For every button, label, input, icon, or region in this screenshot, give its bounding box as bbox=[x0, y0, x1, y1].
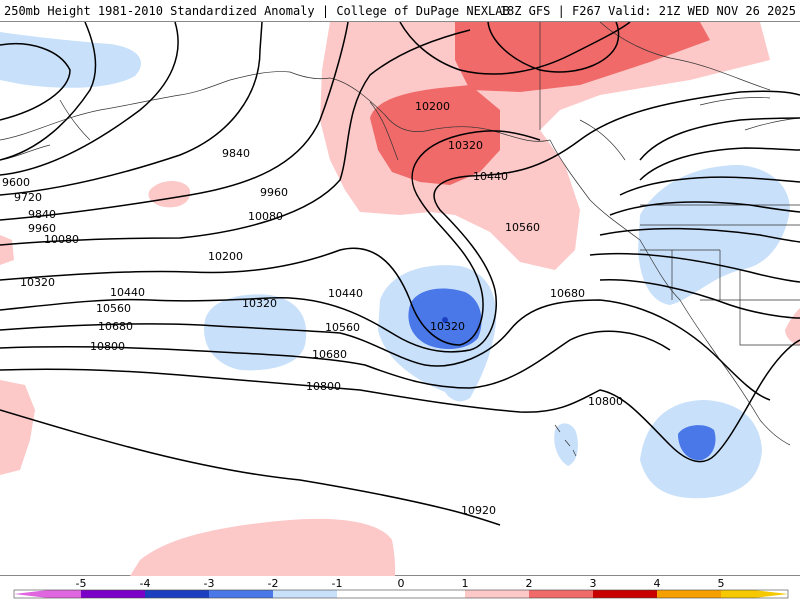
negative-anomaly-southeast-core bbox=[678, 425, 716, 461]
anomaly-map: 9600 9720 9840 9840 9960 9960 10080 1008… bbox=[0, 21, 800, 576]
anomaly-shading bbox=[0, 22, 800, 576]
contour-label: 10920 bbox=[461, 504, 496, 517]
contour-label: 9840 bbox=[222, 147, 250, 160]
colorbar-bin-pos3 bbox=[593, 590, 657, 598]
positive-anomaly-southwest bbox=[0, 380, 35, 475]
positive-anomaly-south bbox=[130, 518, 396, 576]
contour-label: 10440 bbox=[328, 287, 363, 300]
contour-label: 10440 bbox=[110, 286, 145, 299]
model-run-info: 18Z GFS | F267 Valid: 21Z WED NOV 26 202… bbox=[499, 4, 796, 18]
contour-label: 9960 bbox=[260, 186, 288, 199]
colorbar-tick: 5 bbox=[718, 577, 725, 590]
colorbar-tick: 3 bbox=[590, 577, 597, 590]
colorbar-bin-pos4 bbox=[657, 590, 721, 598]
colorbar-bin-pos2 bbox=[529, 590, 593, 598]
positive-anomaly-east-edge bbox=[785, 308, 800, 345]
colorbar-bin-pos1 bbox=[465, 590, 529, 598]
contour-label: 10440 bbox=[473, 170, 508, 183]
contour-label: 10680 bbox=[312, 348, 347, 361]
colorbar-bin-zero bbox=[337, 590, 465, 598]
contour-label: 10320 bbox=[448, 139, 483, 152]
negative-anomaly-pacific-northwest bbox=[638, 165, 790, 305]
coastlines bbox=[0, 21, 800, 457]
colorbar-tick: -1 bbox=[332, 577, 343, 590]
contour-label: 10200 bbox=[415, 100, 450, 113]
contour-labels: 9600 9720 9840 9840 9960 9960 10080 1008… bbox=[2, 100, 623, 517]
contour-label: 10800 bbox=[588, 395, 623, 408]
positive-anomaly-gulf-alaska bbox=[370, 85, 500, 185]
colorbar-bins bbox=[13, 589, 789, 599]
map-header: 250mb Height 1981-2010 Standardized Anom… bbox=[0, 0, 800, 22]
positive-anomaly-small-west bbox=[148, 181, 191, 208]
negative-anomaly-northwest bbox=[0, 32, 142, 88]
contour-label: 10320 bbox=[430, 320, 465, 333]
contour-label: 10680 bbox=[98, 320, 133, 333]
contour-label: 9600 bbox=[2, 176, 30, 189]
contour-label: 9720 bbox=[14, 191, 42, 204]
colorbar-outline bbox=[13, 589, 789, 599]
colorbar-tick: -5 bbox=[76, 577, 87, 590]
colorbar-bin-neg1 bbox=[273, 590, 337, 598]
colorbar-tick: 1 bbox=[462, 577, 469, 590]
height-contours bbox=[0, 21, 800, 526]
colorbar-tick: 4 bbox=[654, 577, 661, 590]
contour-label: 10320 bbox=[20, 276, 55, 289]
contour-label: 10800 bbox=[90, 340, 125, 353]
contour-label: 10080 bbox=[44, 233, 79, 246]
colorbar-bin-pos5 bbox=[754, 590, 788, 598]
negative-anomaly-trough-center bbox=[442, 317, 448, 323]
contour-label: 10200 bbox=[208, 250, 243, 263]
colorbar-tick: -4 bbox=[140, 577, 151, 590]
contour-label: 10320 bbox=[242, 297, 277, 310]
map-title: 250mb Height 1981-2010 Standardized Anom… bbox=[4, 4, 510, 18]
colorbar-bin-neg2 bbox=[209, 590, 273, 598]
colorbar-bin-neg5-ext bbox=[48, 590, 81, 598]
contour-label: 9960 bbox=[28, 222, 56, 235]
colorbar-tick: -3 bbox=[204, 577, 215, 590]
colorbar-bin-pos5-ext bbox=[721, 590, 754, 598]
positive-anomaly-west-edge bbox=[0, 235, 14, 265]
positive-anomaly-north-pacific-alaska bbox=[320, 22, 770, 270]
colorbar-tick: 2 bbox=[526, 577, 533, 590]
contour-label: 10080 bbox=[248, 210, 283, 223]
colorbar-legend: -5 -4 -3 -2 -1 0 1 2 3 4 5 bbox=[0, 576, 800, 600]
positive-anomaly-arctic bbox=[455, 22, 710, 92]
contour-label: 10680 bbox=[550, 287, 585, 300]
contour-label: 10560 bbox=[505, 221, 540, 234]
colorbar-ticks: -5 -4 -3 -2 -1 0 1 2 3 4 5 bbox=[76, 577, 725, 590]
colorbar-bin-neg4 bbox=[81, 590, 145, 598]
colorbar-tick: -2 bbox=[268, 577, 279, 590]
colorbar-bin-neg3 bbox=[145, 590, 209, 598]
contour-label: 9840 bbox=[28, 208, 56, 221]
contour-label: 10560 bbox=[96, 302, 131, 315]
contour-label: 10800 bbox=[306, 380, 341, 393]
contour-label: 10560 bbox=[325, 321, 360, 334]
negative-anomaly-small-island bbox=[554, 423, 578, 466]
negative-anomaly-central-pacific bbox=[204, 294, 307, 371]
colorbar-tick: 0 bbox=[398, 577, 405, 590]
colorbar-bin-neg5 bbox=[14, 590, 48, 598]
